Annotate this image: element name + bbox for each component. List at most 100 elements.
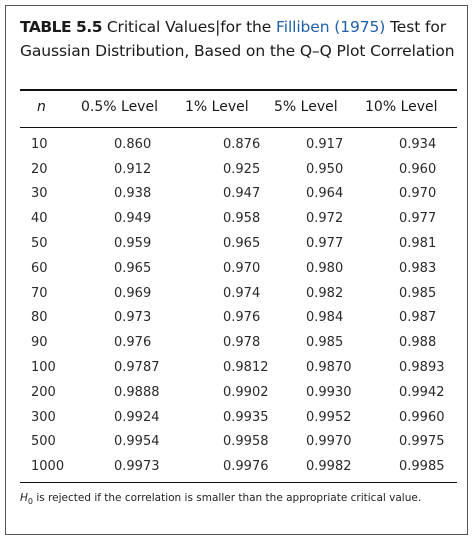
cell-1-level: 0.876 [223, 136, 261, 152]
cell-n: 90 [31, 335, 48, 351]
footnote-symbol-subscript: 0 [27, 497, 33, 507]
cell-0-5-level: 0.938 [114, 186, 152, 202]
cell-5-level: 0.982 [306, 285, 344, 301]
cell-n: 50 [31, 236, 48, 252]
table-body: 10 0.860 0.876 0.917 0.934 20 0.912 0.925 0.950 0… [20, 132, 457, 479]
cell-1-level: 0.9902 [223, 384, 269, 400]
column-header-n: n [37, 99, 46, 115]
cell-0-5-level: 0.973 [114, 310, 152, 326]
table-row: 80 0.973 0.976 0.984 0.987 [20, 306, 457, 331]
table-row: 60 0.965 0.970 0.980 0.983 [20, 256, 457, 281]
cell-0-5-level: 0.969 [114, 285, 152, 301]
cell-1-level: 0.958 [223, 211, 261, 227]
cell-1-level: 0.974 [223, 285, 261, 301]
cell-n: 60 [31, 260, 48, 276]
cell-1-level: 0.9812 [223, 360, 269, 376]
cell-1-level: 0.965 [223, 236, 261, 252]
cell-0-5-level: 0.9888 [114, 384, 160, 400]
table-row: 30 0.938 0.947 0.964 0.970 [20, 182, 457, 207]
table-row: 50 0.959 0.965 0.977 0.981 [20, 231, 457, 256]
cell-1-level: 0.9958 [223, 434, 269, 450]
citation-link[interactable]: Filliben (1975) [276, 18, 386, 36]
caption-text-after: Test for Gaussian Distribution, Based on… [20, 18, 455, 60]
footnote-symbol: H [20, 492, 28, 504]
cell-1-level: 0.976 [223, 310, 261, 326]
cell-5-level: 0.9982 [306, 459, 352, 475]
cell-10-level: 0.960 [399, 161, 437, 177]
cell-1-level: 0.947 [223, 186, 261, 202]
cell-n: 20 [31, 161, 48, 177]
cell-0-5-level: 0.860 [114, 136, 152, 152]
table-row: 90 0.976 0.978 0.985 0.988 [20, 330, 457, 355]
cell-n: 300 [31, 409, 56, 425]
cell-0-5-level: 0.9787 [114, 360, 160, 376]
cell-1-level: 0.9935 [223, 409, 269, 425]
cell-0-5-level: 0.9973 [114, 459, 160, 475]
cell-0-5-level: 0.976 [114, 335, 152, 351]
cell-n: 1000 [31, 459, 65, 475]
table-row: 500 0.9954 0.9958 0.9970 0.9975 [20, 430, 457, 455]
cell-0-5-level: 0.965 [114, 260, 152, 276]
cell-5-level: 0.984 [306, 310, 344, 326]
cell-1-level: 0.970 [223, 260, 261, 276]
cell-10-level: 0.9960 [399, 409, 445, 425]
cell-5-level: 0.9970 [306, 434, 352, 450]
cell-n: 30 [31, 186, 48, 202]
cell-10-level: 0.988 [399, 335, 437, 351]
cell-5-level: 0.985 [306, 335, 344, 351]
column-header-0-5-level: 0.5% Level [81, 99, 158, 115]
header-bottom-rule [20, 127, 457, 128]
footnote-text: is rejected if the correlation is smalle… [33, 492, 422, 504]
column-header-5-level: 5% Level [274, 99, 338, 115]
table-footnote: H0 is rejected if the correlation is sma… [20, 491, 450, 509]
cell-n: 10 [31, 136, 48, 152]
cell-n: 200 [31, 384, 56, 400]
table-frame [5, 5, 468, 535]
column-header-10-level: 10% Level [365, 99, 438, 115]
cell-10-level: 0.9942 [399, 384, 445, 400]
cell-1-level: 0.925 [223, 161, 261, 177]
cell-n: 40 [31, 211, 48, 227]
header-top-rule [20, 89, 457, 91]
table-bottom-rule [20, 482, 457, 483]
column-header-1-level: 1% Level [185, 99, 249, 115]
cell-5-level: 0.972 [306, 211, 344, 227]
cell-1-level: 0.9976 [223, 459, 269, 475]
table-row: 40 0.949 0.958 0.972 0.977 [20, 206, 457, 231]
cell-5-level: 0.9930 [306, 384, 352, 400]
cell-10-level: 0.977 [399, 211, 437, 227]
critical-values-table: 10 0.860 0.876 0.917 0.934 20 0.912 0.925 0.950 0… [20, 132, 457, 479]
cell-1-level: 0.978 [223, 335, 261, 351]
cell-10-level: 0.981 [399, 236, 437, 252]
cell-5-level: 0.917 [306, 136, 344, 152]
cell-5-level: 0.964 [306, 186, 344, 202]
cell-10-level: 0.970 [399, 186, 437, 202]
table-row: 300 0.9924 0.9935 0.9952 0.9960 [20, 405, 457, 430]
table-caption: TABLE 5.5 Critical Values|for the Fillib… [20, 15, 460, 63]
table-row: 100 0.9787 0.9812 0.9870 0.9893 [20, 355, 457, 380]
cell-10-level: 0.983 [399, 260, 437, 276]
table-row: 200 0.9888 0.9902 0.9930 0.9942 [20, 380, 457, 405]
caption-text-before: Critical Values|for the [106, 18, 277, 36]
cell-10-level: 0.9985 [399, 459, 445, 475]
cell-0-5-level: 0.949 [114, 211, 152, 227]
table-row: 70 0.969 0.974 0.982 0.985 [20, 281, 457, 306]
cell-n: 500 [31, 434, 56, 450]
table-row: 20 0.912 0.925 0.950 0.960 [20, 157, 457, 182]
cell-0-5-level: 0.9954 [114, 434, 160, 450]
table-row: 10 0.860 0.876 0.917 0.934 [20, 132, 457, 157]
cell-n: 70 [31, 285, 48, 301]
cell-5-level: 0.980 [306, 260, 344, 276]
table-number: TABLE 5.5 [20, 18, 103, 36]
cell-10-level: 0.985 [399, 285, 437, 301]
cell-5-level: 0.950 [306, 161, 344, 177]
cell-10-level: 0.9975 [399, 434, 445, 450]
cell-0-5-level: 0.9924 [114, 409, 160, 425]
cell-5-level: 0.977 [306, 236, 344, 252]
cell-0-5-level: 0.959 [114, 236, 152, 252]
cell-n: 80 [31, 310, 48, 326]
cell-10-level: 0.987 [399, 310, 437, 326]
cell-5-level: 0.9870 [306, 360, 352, 376]
cell-n: 100 [31, 360, 56, 376]
table-row: 1000 0.9973 0.9976 0.9982 0.9985 [20, 454, 457, 479]
